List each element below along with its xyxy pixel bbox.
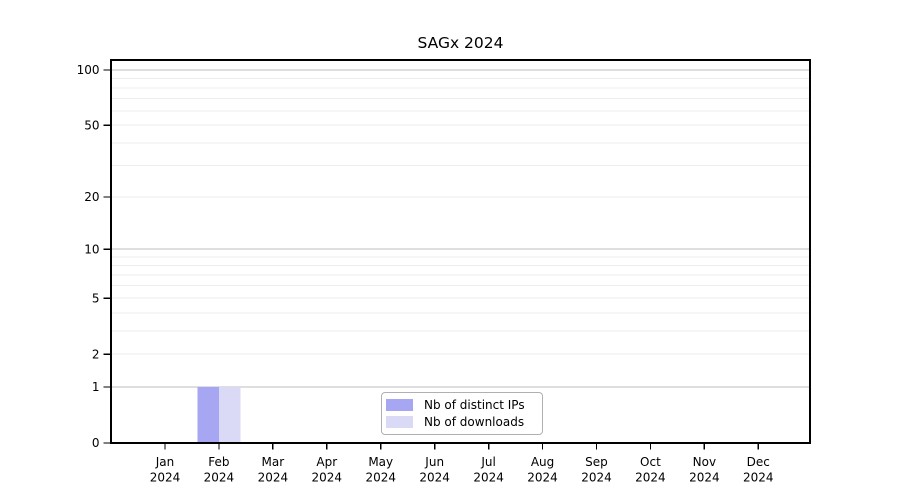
legend-swatch-distinct-ips xyxy=(386,399,413,412)
legend: Nb of distinct IPs Nb of downloads xyxy=(381,392,543,435)
y-tick-label-0: 0 xyxy=(92,436,100,450)
x-tick-sublabel-aug: 2024 xyxy=(527,471,558,485)
y-tick-label-20: 20 xyxy=(84,190,99,204)
x-tick-label-dec: Dec xyxy=(747,455,770,469)
chart-title: SAGx 2024 xyxy=(417,34,504,52)
x-tick-sublabel-dec: 2024 xyxy=(743,471,774,485)
x-tick-sublabel-sep: 2024 xyxy=(581,471,612,485)
y-tick-label-10: 10 xyxy=(84,242,99,256)
y-tick-label-5: 5 xyxy=(92,291,100,305)
x-tick-sublabel-jun: 2024 xyxy=(419,471,450,485)
x-tick-sublabel-jul: 2024 xyxy=(473,471,504,485)
y-tick-label-2: 2 xyxy=(92,347,100,361)
x-tick-sublabel-oct: 2024 xyxy=(635,471,666,485)
x-tick-sublabel-mar: 2024 xyxy=(258,471,289,485)
y-tick-label-100: 100 xyxy=(77,63,100,77)
x-tick-sublabel-apr: 2024 xyxy=(312,471,343,485)
x-tick-label-apr: Apr xyxy=(316,455,337,469)
bar-downloads-feb xyxy=(218,386,241,443)
x-tick-label-jan: Jan xyxy=(155,455,175,469)
x-tick-sublabel-feb: 2024 xyxy=(204,471,235,485)
y-tick-label-50: 50 xyxy=(84,118,99,132)
x-tick-label-jun: Jun xyxy=(424,455,444,469)
x-tick-label-mar: Mar xyxy=(262,455,285,469)
legend-swatch-downloads xyxy=(386,415,413,428)
legend-label-distinct-ips: Nb of distinct IPs xyxy=(424,398,525,413)
legend-label-downloads: Nb of downloads xyxy=(424,414,525,429)
x-tick-sublabel-jan: 2024 xyxy=(150,471,181,485)
legend-item-downloads: Nb of downloads xyxy=(386,414,536,430)
axes-box xyxy=(110,59,811,444)
legend-item-distinct-ips: Nb of distinct IPs xyxy=(386,397,536,413)
x-tick-label-aug: Aug xyxy=(531,455,554,469)
x-tick-sublabel-may: 2024 xyxy=(365,471,396,485)
bar-distinct-ips-feb xyxy=(197,386,219,443)
x-tick-label-sep: Sep xyxy=(585,455,608,469)
y-tick-label-1: 1 xyxy=(92,380,100,394)
x-tick-label-feb: Feb xyxy=(208,455,229,469)
x-tick-sublabel-nov: 2024 xyxy=(689,471,720,485)
x-tick-label-oct: Oct xyxy=(640,455,661,469)
x-tick-label-may: May xyxy=(368,455,393,469)
x-tick-label-nov: Nov xyxy=(693,455,716,469)
x-tick-label-jul: Jul xyxy=(480,455,495,469)
